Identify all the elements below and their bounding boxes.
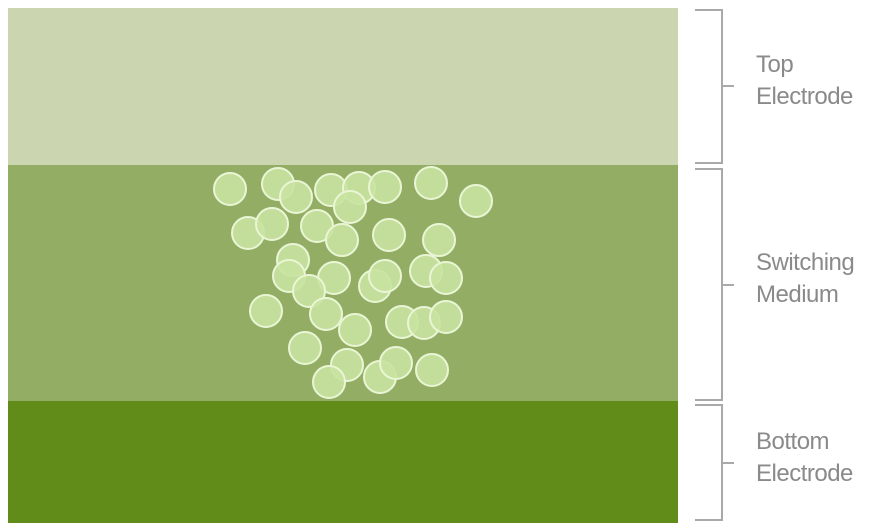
top-electrode-label-line2: Electrode [756,83,853,110]
top-electrode-label: Top Electrode [756,49,874,113]
bottom-electrode-label-line1: Bottom [756,428,830,455]
switching-medium-layer [8,165,678,401]
switching-medium-label-line1: Switching [756,249,855,276]
bottom-electrode-layer [8,401,678,523]
top-electrode-layer [8,8,678,165]
bottom-electrode-label-line2: Electrode [756,460,853,487]
top-electrode-label-line1: Top [756,51,794,78]
switching-medium-label-line2: Medium [756,281,839,308]
switching-medium-label: Switching Medium [756,247,874,311]
switching-medium-bracket [695,168,734,401]
bottom-electrode-bracket [695,404,734,521]
top-electrode-bracket [695,9,734,164]
bottom-electrode-label: Bottom Electrode [756,426,874,490]
